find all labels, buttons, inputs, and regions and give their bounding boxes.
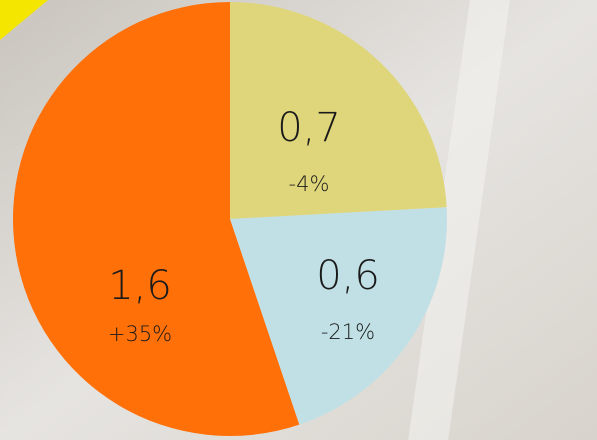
pie: 0,7 -4% 0,6 -21% 1,6 +35% xyxy=(13,2,447,436)
change-label: -4% xyxy=(289,172,330,196)
value-label: 0,7 xyxy=(277,105,341,151)
pie-slice xyxy=(230,207,447,425)
pie-slice xyxy=(230,2,447,219)
value-label: 0,6 xyxy=(316,253,380,299)
value-label: 1,6 xyxy=(108,263,172,309)
background-streak xyxy=(408,0,510,440)
corner-badge xyxy=(0,0,48,40)
change-label: -21% xyxy=(321,320,375,344)
pie-slice xyxy=(13,2,300,436)
change-label: +35% xyxy=(108,322,172,346)
